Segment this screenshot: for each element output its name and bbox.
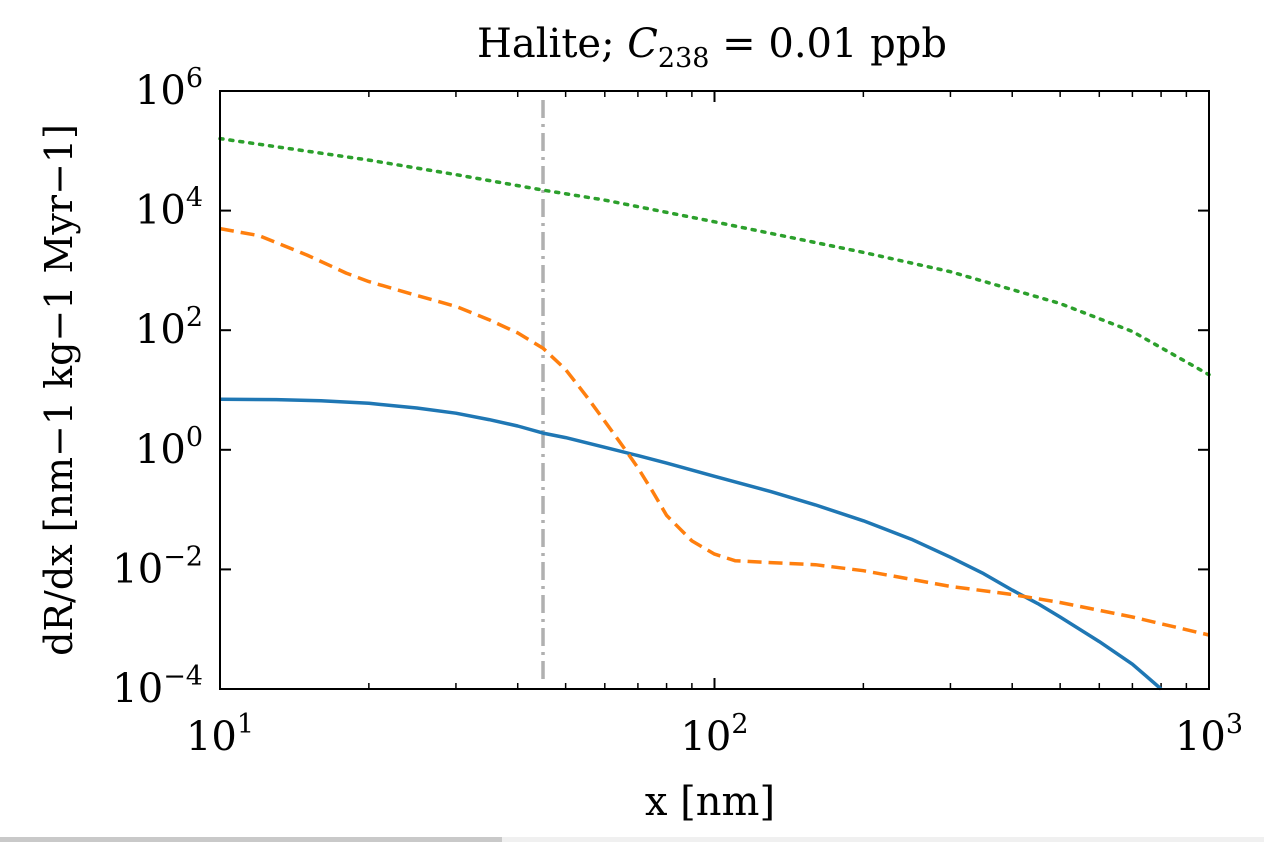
- y-tick-label: 106: [135, 63, 203, 114]
- y-tick-label: 10−4: [112, 661, 203, 712]
- minor-ticks: [368, 91, 1188, 689]
- series-group: [218, 136, 1211, 691]
- y-tick-label: 104: [135, 183, 203, 234]
- series-line-dotted: [218, 136, 1211, 377]
- series-line-solid: [219, 397, 1163, 691]
- horizontal-scrollbar-track[interactable]: [0, 837, 1264, 842]
- horizontal-scrollbar-thumb[interactable]: [0, 837, 502, 842]
- y-tick-label: 100: [135, 422, 203, 473]
- major-ticks: [219, 90, 1210, 690]
- y-tick-label: 102: [135, 302, 203, 353]
- y-tick-label: 10−2: [112, 541, 203, 592]
- series-line-dashed: [219, 226, 1210, 637]
- x-tick-label: 101: [186, 709, 254, 760]
- chart-title: Halite; C238 = 0.01 ppb: [477, 21, 947, 74]
- tick-labels: 101 102 103 10−4 10−2 100 102 104 106: [112, 63, 1243, 760]
- plot-frame: [219, 90, 1210, 690]
- x-tick-label: 102: [680, 709, 748, 760]
- x-axis-label: x [nm]: [645, 779, 775, 825]
- x-tick-label: 103: [1175, 709, 1243, 760]
- y-axis-label: dR/dx [nm−1 kg−1 Myr−1]: [37, 124, 81, 656]
